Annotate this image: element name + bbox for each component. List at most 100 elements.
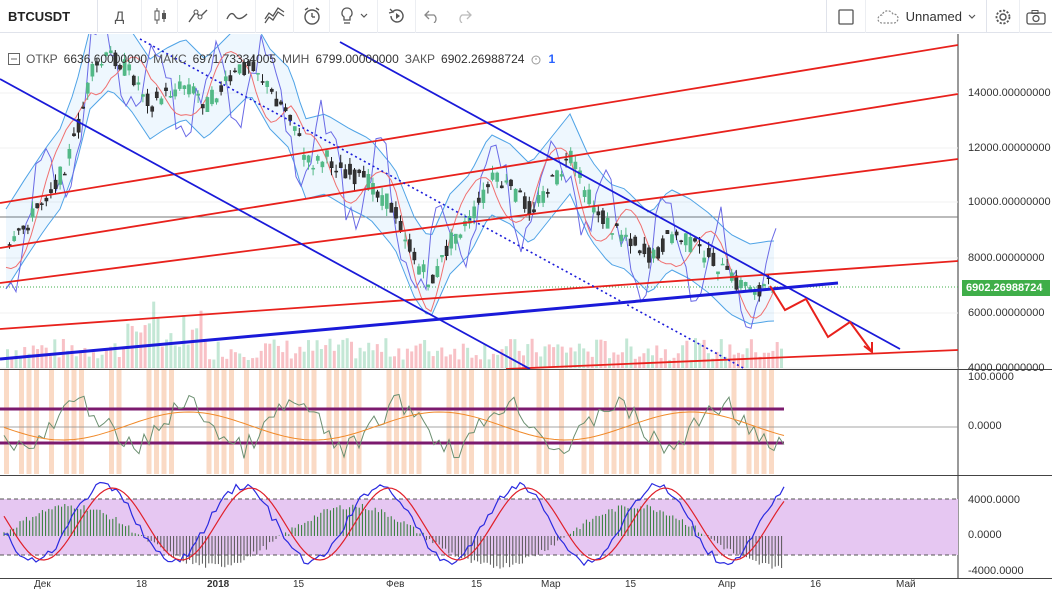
candle-body [739,279,743,289]
highlight-bar [169,370,174,474]
highlight-bar [281,370,287,474]
indicators-button[interactable] [218,0,256,33]
indicators-icon [225,12,247,20]
chart-canvas[interactable] [0,34,1052,593]
candle-body [380,195,385,206]
candle-body [527,201,532,215]
replay-button[interactable] [378,0,416,33]
open-value: 6636.60000000 [63,52,148,66]
candle-body [619,234,624,242]
volume-bar [453,348,457,368]
volume-bar [70,345,74,368]
chart-type-button[interactable] [142,0,178,33]
snapshot-button[interactable] [1020,0,1052,33]
candle-body [85,82,90,94]
volume-bar [694,338,697,368]
volume-bar [517,350,521,368]
candle-body [628,238,633,247]
volume-bar [371,350,375,368]
channel-line [505,349,958,369]
volume-bar [599,339,603,368]
volume-bar [431,356,435,368]
compare-button[interactable] [178,0,218,33]
candle-body [384,193,389,209]
open-label: ОТКР [26,52,58,66]
volume-bar [440,347,444,368]
candle-body [706,248,711,257]
channel-line [0,44,958,204]
volume-bar [139,332,143,368]
signal-line [3,487,785,561]
volume-bar [18,358,22,368]
current-price-tag: 6902.26988724 [962,280,1050,296]
alerts-count[interactable]: 1 [548,52,556,66]
templates-button[interactable] [256,0,294,33]
candle-body [670,234,674,244]
layout-menu[interactable]: Unnamed [866,0,986,33]
alert-button[interactable] [294,0,330,33]
candle-body [274,98,279,107]
volume-bar [229,349,233,368]
candle-body [246,61,251,67]
settings-button[interactable] [986,0,1020,33]
volume-bar [698,343,702,368]
candle-body [591,207,596,213]
volume-bar [104,349,108,368]
volume-bar [608,358,611,368]
highlight-bar [326,370,332,474]
candle-body [407,239,412,252]
trend-line [339,41,901,350]
candle-body [49,189,53,193]
time-tick: Фев [386,579,405,590]
candle-body [30,208,35,218]
volume-bar [663,349,667,368]
candle-body [587,189,592,205]
volume-bar [208,359,212,368]
candle-body [90,64,95,77]
symbol-search[interactable]: BTCUSDT [0,0,98,33]
chart-area[interactable]: ОТКР 6636.60000000 МАКС 6971.73334005 МИН 6… [0,34,1052,593]
alarm-clock-icon[interactable] [530,53,542,65]
volume-bar [393,356,396,368]
candle-body [357,169,362,174]
indicator-line [3,393,785,459]
price-tick: 14000.00000000 [968,87,1051,99]
undo-button[interactable] [416,0,448,33]
time-tick: Дек [34,579,51,590]
highlight-bar [311,370,317,474]
time-tick: 18 [136,579,148,590]
candle-body [674,231,679,236]
candle-body [752,291,757,295]
candle-body [306,155,311,163]
volume-bar [461,343,465,368]
candle-body [58,166,63,185]
gear-icon [995,9,1011,24]
highlight-bar [259,370,264,474]
interval-button[interactable]: Д [98,0,142,33]
volume-bar [83,347,87,368]
volume-bar [380,351,384,368]
fullscreen-button[interactable] [825,0,866,33]
volume-bar [474,355,478,368]
volume-bar [332,350,336,368]
volume-bar [522,355,525,368]
volume-bar [423,340,427,368]
ideas-button[interactable] [330,0,378,33]
redo-button[interactable] [448,0,480,33]
volume-bar [190,329,194,368]
volume-bar [530,338,534,368]
volume-bar [27,353,31,368]
candle-body [725,265,730,270]
candle-body [499,185,504,189]
candle-body [624,234,628,237]
candle-body [550,175,555,177]
volume-bar [246,359,250,368]
time-tick: 15 [293,579,305,590]
volume-bar [638,356,642,368]
chevron-down-icon [968,14,976,19]
collapse-icon[interactable] [8,53,20,65]
volume-bar [358,347,362,368]
candle-body [444,245,449,256]
highlight-bar [746,370,752,474]
